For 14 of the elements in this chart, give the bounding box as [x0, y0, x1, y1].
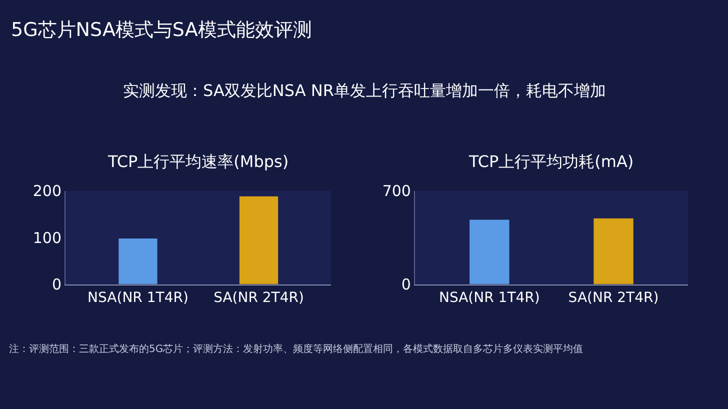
x-tick-label: SA(NR 2T4R)	[214, 290, 304, 306]
text: 实测发现：SA双发比NSA NR单发上行吞吐量增加一倍，耗电不增加	[123, 81, 606, 100]
y-tick-label: 100	[32, 228, 62, 247]
y-tick-label: 700	[382, 182, 411, 200]
y-tick-label: 200	[32, 182, 62, 200]
x-tick-label: NSA(NR 1T4R)	[438, 290, 540, 306]
chart-title: TCP上行平均速率(Mbps)	[107, 152, 289, 171]
chart-title: TCP上行平均功耗(mA)	[468, 152, 634, 171]
y-tick-label: 0	[52, 276, 62, 294]
x-tick-label: SA(NR 2T4R)	[568, 290, 659, 306]
text: 注：评测范围：三款正式发布的5G芯片；评测方法：发射功率、频度等网络侧配置相同，各模式数据取自多芯片多仪表实测平均值	[9, 343, 584, 355]
text: 5G芯片NSA模式与SA模式能效评测	[11, 19, 312, 41]
x-tick-label: NSA(NR 1T4R)	[88, 290, 188, 306]
y-tick-label: 0	[401, 276, 411, 294]
